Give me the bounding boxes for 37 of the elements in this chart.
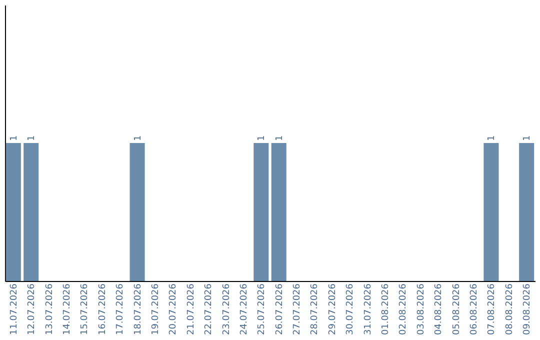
x-tick-label: 25.07.2026 xyxy=(257,283,268,336)
x-tick-label: 17.07.2026 xyxy=(116,283,126,336)
x-tick-label: 14.07.2026 xyxy=(62,283,72,336)
x-tick-label: 09.08.2026 xyxy=(522,283,533,336)
x-tick-label: 06.08.2026 xyxy=(470,283,480,336)
data-label: 1 xyxy=(522,135,533,141)
x-tick-label: 26.07.2026 xyxy=(274,283,285,336)
data-label: 1 xyxy=(274,135,285,141)
x-tick-label: 23.07.2026 xyxy=(222,283,232,336)
x-tick-label: 28.07.2026 xyxy=(310,283,320,336)
x-tick-label: 01.08.2026 xyxy=(381,283,392,336)
x-tick-label: 27.07.2026 xyxy=(292,283,303,336)
x-tick-label: 04.08.2026 xyxy=(434,283,444,336)
x-tick-label: 05.08.2026 xyxy=(452,283,462,336)
x-tick-label: 08.08.2026 xyxy=(504,283,515,336)
x-tick-label: 30.07.2026 xyxy=(346,283,356,336)
data-label: 1 xyxy=(9,135,20,141)
x-tick-label: 18.07.2026 xyxy=(133,283,144,336)
x-tick-label: 31.07.2026 xyxy=(363,283,374,336)
data-label: 1 xyxy=(133,135,144,141)
x-tick-label: 15.07.2026 xyxy=(80,283,90,336)
x-tick-label: 16.07.2026 xyxy=(98,283,108,336)
x-tick-label: 07.08.2026 xyxy=(487,283,498,336)
x-tick-label: 11.07.2026 xyxy=(9,283,20,336)
data-label: 1 xyxy=(257,135,268,141)
x-tick-label: 24.07.2026 xyxy=(239,283,250,336)
x-tick-label: 12.07.2026 xyxy=(27,283,38,336)
x-tick-label: 29.07.2026 xyxy=(328,283,338,336)
x-tick-label: 13.07.2026 xyxy=(44,283,55,336)
x-tick-label: 02.08.2026 xyxy=(398,283,409,336)
x-tick-label: 20.07.2026 xyxy=(168,283,179,336)
x-tick-label: 19.07.2026 xyxy=(150,283,161,336)
x-tick-label: 03.08.2026 xyxy=(416,283,426,336)
data-label: 1 xyxy=(487,135,498,141)
x-tick-label: 21.07.2026 xyxy=(186,283,196,336)
data-label: 1 xyxy=(27,135,38,141)
x-tick-label: 22.07.2026 xyxy=(204,283,214,336)
